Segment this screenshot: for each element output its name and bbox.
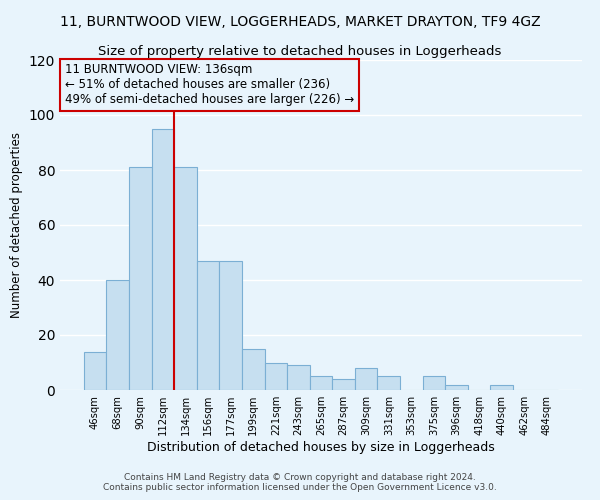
Bar xyxy=(332,379,355,390)
Bar xyxy=(84,352,106,390)
Bar xyxy=(197,261,220,390)
Bar xyxy=(310,376,332,390)
Text: Contains HM Land Registry data © Crown copyright and database right 2024.
Contai: Contains HM Land Registry data © Crown c… xyxy=(103,473,497,492)
Bar xyxy=(377,376,400,390)
Bar xyxy=(490,384,513,390)
Bar xyxy=(422,376,445,390)
Bar xyxy=(242,349,265,390)
Bar xyxy=(265,362,287,390)
Bar xyxy=(174,167,197,390)
Bar xyxy=(152,128,174,390)
Text: 11, BURNTWOOD VIEW, LOGGERHEADS, MARKET DRAYTON, TF9 4GZ: 11, BURNTWOOD VIEW, LOGGERHEADS, MARKET … xyxy=(59,15,541,29)
Bar xyxy=(355,368,377,390)
X-axis label: Distribution of detached houses by size in Loggerheads: Distribution of detached houses by size … xyxy=(147,441,495,454)
Bar xyxy=(220,261,242,390)
Bar xyxy=(106,280,129,390)
Text: Size of property relative to detached houses in Loggerheads: Size of property relative to detached ho… xyxy=(98,45,502,58)
Bar xyxy=(287,365,310,390)
Bar xyxy=(445,384,468,390)
Bar xyxy=(129,167,152,390)
Y-axis label: Number of detached properties: Number of detached properties xyxy=(10,132,23,318)
Text: 11 BURNTWOOD VIEW: 136sqm
← 51% of detached houses are smaller (236)
49% of semi: 11 BURNTWOOD VIEW: 136sqm ← 51% of detac… xyxy=(65,64,355,106)
